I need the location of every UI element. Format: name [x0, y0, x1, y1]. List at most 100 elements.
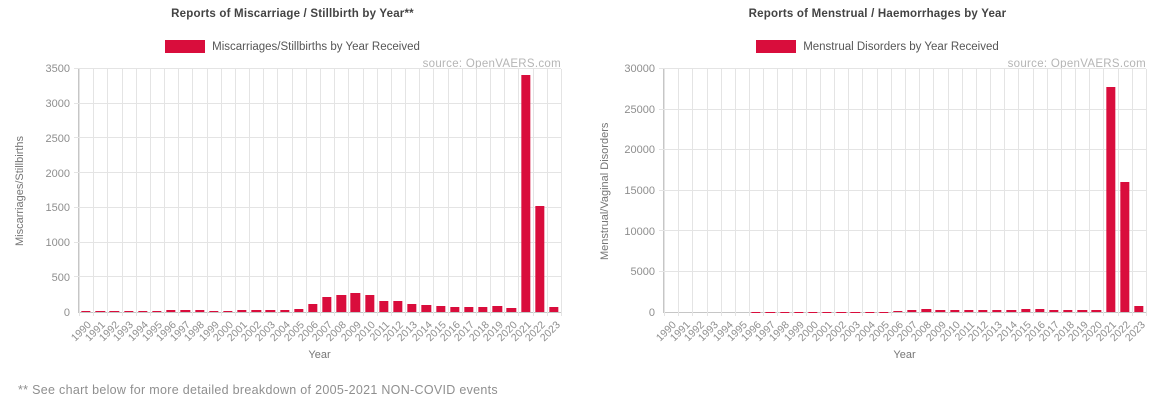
bar-2009[interactable] [935, 309, 946, 312]
bar-2005[interactable] [294, 308, 304, 312]
gridline-vertical [975, 69, 977, 316]
gridline-vertical [447, 69, 449, 316]
bar-2017[interactable] [1049, 309, 1059, 312]
bar-2010[interactable] [364, 295, 375, 312]
gridline-vertical [277, 69, 279, 316]
bar-1994[interactable] [138, 311, 148, 312]
legend-item[interactable]: Miscarriages/Stillbirths by Year Receive… [0, 40, 585, 53]
gridline-vertical [1117, 69, 1119, 316]
gridline-vertical [263, 69, 265, 316]
bar-2021[interactable] [520, 74, 531, 312]
gridline-vertical [664, 69, 665, 316]
gridline-vertical [905, 69, 906, 316]
bar-1995[interactable] [152, 311, 162, 312]
plot-area [659, 68, 1147, 316]
gridline-vertical [320, 69, 321, 316]
gridline-horizontal [659, 189, 1146, 191]
gridline-vertical [135, 69, 137, 316]
bar-2009[interactable] [350, 293, 361, 312]
bar-2013[interactable] [407, 303, 417, 312]
bar-2020[interactable] [1091, 309, 1102, 312]
bar-2022[interactable] [535, 206, 545, 312]
bar-1998[interactable] [194, 310, 205, 312]
bar-2021[interactable] [1105, 86, 1116, 312]
gridline-vertical [791, 69, 793, 316]
gridline-vertical [518, 69, 520, 316]
x-axis-title: Year [893, 349, 916, 361]
bar-2016[interactable] [450, 306, 460, 312]
plot-area [74, 68, 562, 316]
bar-1999[interactable] [209, 310, 219, 312]
gridline-horizontal [74, 206, 561, 208]
bar-2016[interactable] [1035, 309, 1045, 312]
gridline-vertical [178, 69, 180, 316]
y-tick-label: 1000 [45, 237, 70, 250]
bar-2022[interactable] [1120, 181, 1130, 312]
gridline-vertical [362, 69, 364, 316]
bar-2012[interactable] [393, 301, 403, 312]
bar-2014[interactable] [1006, 309, 1016, 312]
gridline-horizontal [659, 149, 1146, 151]
bar-2015[interactable] [1020, 309, 1031, 312]
bar-2018[interactable] [478, 306, 488, 312]
bar-1993[interactable] [123, 310, 134, 312]
y-axis-ticks: 0 5000 10000 15000 20000 25000 30000 [585, 63, 655, 319]
bar-2000[interactable] [223, 310, 233, 312]
y-tick-label: 3000 [45, 97, 70, 110]
gridline-vertical [862, 69, 864, 316]
gridline-vertical [419, 69, 421, 316]
bar-2007[interactable] [322, 297, 332, 312]
bar-2011[interactable] [964, 309, 974, 312]
bar-2006[interactable] [308, 304, 318, 312]
bar-2018[interactable] [1063, 309, 1073, 312]
bar-1991[interactable] [95, 311, 105, 312]
y-tick-label: 30000 [624, 63, 655, 75]
bar-2023[interactable] [1134, 306, 1144, 312]
bar-2017[interactable] [464, 307, 474, 312]
bar-2020[interactable] [506, 307, 517, 312]
bar-2006[interactable] [893, 310, 903, 312]
chart-title: Reports of Menstrual / Haemorrhages by Y… [748, 8, 1007, 20]
gridline-vertical [490, 69, 492, 316]
bar-2010[interactable] [949, 309, 960, 312]
bar-1990[interactable] [81, 311, 91, 312]
bar-1992[interactable] [109, 310, 120, 312]
bar-2002[interactable] [251, 309, 261, 312]
bar-2008[interactable] [336, 294, 346, 312]
bar-2007[interactable] [907, 309, 917, 312]
bar-2008[interactable] [921, 309, 931, 312]
gridline-vertical [206, 69, 208, 316]
bar-2012[interactable] [978, 309, 988, 312]
bar-2003[interactable] [265, 309, 276, 312]
gridline-vertical [461, 69, 463, 316]
gridline-vertical [1075, 69, 1077, 316]
gridline-vertical [848, 69, 850, 316]
gridline-vertical [561, 69, 562, 316]
gridline-vertical [777, 69, 779, 316]
gridline-horizontal [659, 230, 1146, 232]
bar-2019[interactable] [1077, 309, 1087, 312]
y-tick-label: 500 [51, 272, 70, 285]
bar-2014[interactable] [421, 305, 431, 312]
gridline-vertical [1103, 69, 1105, 316]
gridline-vertical [433, 69, 435, 316]
footnote: ** See chart below for more detailed bre… [18, 383, 498, 397]
bar-2015[interactable] [435, 306, 446, 312]
bar-2019[interactable] [492, 306, 502, 312]
chart-title: Reports of Miscarriage / Stillbirth by Y… [171, 8, 414, 20]
gridline-vertical [890, 69, 892, 316]
legend-swatch [756, 40, 797, 53]
bar-2004[interactable] [279, 309, 290, 312]
bar-2013[interactable] [992, 309, 1002, 312]
bar-1997[interactable] [180, 309, 190, 312]
bar-1996[interactable] [166, 310, 176, 312]
legend-item[interactable]: Menstrual Disorders by Year Received [585, 40, 1170, 53]
bar-2023[interactable] [549, 307, 559, 312]
bar-2011[interactable] [379, 300, 389, 312]
gridline-horizontal [74, 276, 561, 278]
y-axis-ticks: 0 500 1000 1500 2000 2500 3000 3500 [0, 63, 70, 319]
gridline-vertical [720, 69, 722, 316]
gridline-horizontal [659, 108, 1146, 110]
bar-2001[interactable] [237, 309, 247, 312]
gridline-vertical [706, 69, 708, 316]
